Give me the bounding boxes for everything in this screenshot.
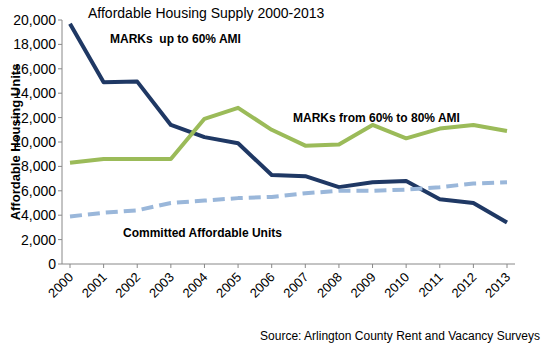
y-tick-label: 2,000 — [21, 232, 56, 248]
x-tick — [204, 264, 205, 268]
chart: Affordable Housing Supply 2000-2013Affor… — [0, 0, 550, 348]
y-tick — [58, 190, 62, 191]
y-tick — [58, 215, 62, 216]
x-tick — [103, 264, 104, 268]
y-tick — [58, 142, 62, 143]
y-tick — [58, 117, 62, 118]
x-tick-label: 2006 — [247, 270, 278, 301]
x-tick-label: 2004 — [180, 270, 211, 301]
x-tick — [473, 264, 474, 268]
y-tick-label: 12,000 — [13, 110, 56, 126]
x-tick — [372, 264, 373, 268]
series-label: MARKs up to 60% AMI — [110, 32, 241, 46]
x-tick-label: 2009 — [348, 270, 379, 301]
y-tick — [58, 20, 62, 21]
x-tick — [338, 264, 339, 268]
x-tick — [170, 264, 171, 268]
x-tick — [271, 264, 272, 268]
series-line — [70, 108, 507, 163]
x-tick — [70, 264, 71, 268]
x-tick-label: 2011 — [416, 270, 446, 300]
x-tick — [507, 264, 508, 268]
y-tick-label: 10,000 — [13, 134, 56, 150]
source-note: Source: Arlington County Rent and Vacanc… — [260, 329, 540, 343]
y-tick-label: 0 — [48, 256, 56, 272]
y-tick — [58, 44, 62, 45]
y-tick-label: 4,000 — [21, 207, 56, 223]
x-tick — [439, 264, 440, 268]
y-tick-label: 18,000 — [13, 36, 56, 52]
title: Affordable Housing Supply 2000-2013 — [88, 5, 325, 21]
x-tick — [238, 264, 239, 268]
y-tick-label: 20,000 — [13, 12, 56, 28]
x-tick-label: 2008 — [314, 270, 345, 301]
x-tick-label: 2012 — [448, 270, 479, 301]
x-tick-label: 2010 — [381, 270, 412, 301]
y-tick — [58, 264, 62, 265]
series-label: Committed Affordable Units — [123, 226, 282, 240]
y-tick-label: 16,000 — [13, 61, 56, 77]
y-tick — [58, 166, 62, 167]
x-tick-label: 2000 — [45, 270, 76, 301]
x-tick-label: 2002 — [112, 270, 143, 301]
y-tick-label: 8,000 — [21, 158, 56, 174]
x-tick-label: 2003 — [146, 270, 177, 301]
y-tick-label: 6,000 — [21, 183, 56, 199]
x-axis — [62, 264, 515, 265]
x-tick-label: 2013 — [482, 270, 513, 301]
y-tick — [58, 239, 62, 240]
x-tick-label: 2007 — [280, 270, 311, 301]
series-line — [70, 182, 507, 216]
x-tick — [305, 264, 306, 268]
series-line — [70, 24, 507, 223]
x-tick — [137, 264, 138, 268]
series-label: MARKs from 60% to 80% AMI — [293, 111, 460, 125]
y-tick — [58, 68, 62, 69]
plot-area — [70, 24, 507, 223]
y-tick-label: 14,000 — [13, 85, 56, 101]
x-tick-label: 2001 — [79, 270, 110, 301]
x-tick — [406, 264, 407, 268]
y-tick — [58, 93, 62, 94]
x-tick-label: 2005 — [213, 270, 244, 301]
